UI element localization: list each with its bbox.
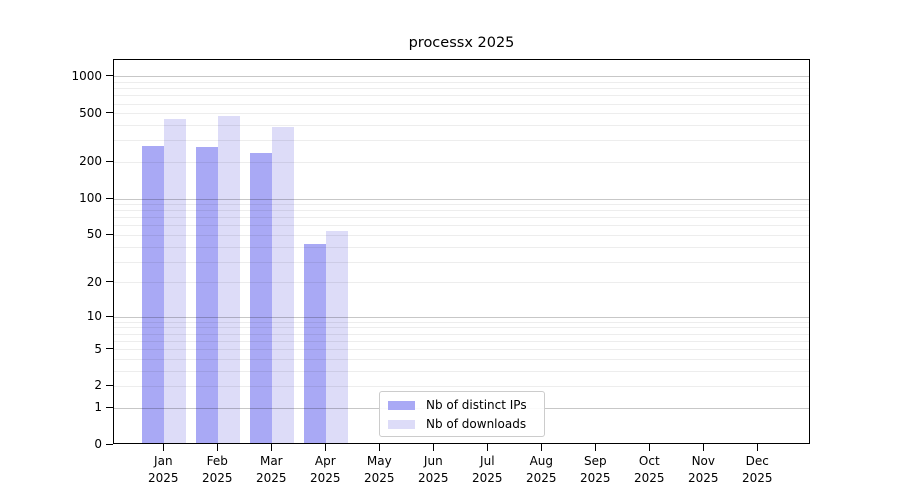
- y-tick-mark: [106, 348, 113, 349]
- minor-gridline: [114, 161, 809, 163]
- bar-series1-apr: [326, 231, 349, 443]
- minor-gridline: [114, 261, 809, 263]
- minor-gridline: [114, 204, 809, 206]
- y-tick-label: 10: [86, 309, 102, 324]
- y-tick-mark: [106, 281, 113, 283]
- y-tick-label: 5: [94, 341, 102, 356]
- minor-gridline: [114, 210, 809, 212]
- x-tick-label: Feb 2025: [202, 454, 233, 485]
- minor-gridline: [114, 321, 809, 323]
- minor-gridline: [114, 113, 809, 115]
- y-tick-label: 0: [94, 437, 102, 451]
- major-gridline: [114, 316, 809, 318]
- minor-gridline: [114, 125, 809, 126]
- x-tick-label: Dec 2025: [742, 454, 773, 485]
- x-tick-label: Nov 2025: [688, 454, 719, 485]
- y-tick-label: 500: [79, 105, 102, 120]
- bar-series1-mar: [272, 127, 295, 443]
- legend-row: Nb of downloads: [380, 415, 544, 434]
- bar-series0-jan: [142, 146, 165, 443]
- x-tick-mark: [324, 444, 326, 451]
- x-tick-mark: [270, 444, 272, 451]
- bar-series1-jan: [164, 118, 187, 443]
- major-gridline: [114, 198, 809, 200]
- legend-label-0: Nb of distinct IPs: [426, 398, 527, 412]
- minor-gridline: [114, 349, 809, 350]
- x-tick-mark: [540, 444, 542, 451]
- bar-series0-feb: [196, 147, 219, 443]
- y-tick-mark: [106, 406, 113, 408]
- minor-gridline: [114, 340, 809, 342]
- x-tick-label: Aug 2025: [526, 454, 557, 485]
- minor-gridline: [114, 217, 809, 219]
- x-tick-mark: [648, 444, 650, 451]
- minor-gridline: [114, 88, 809, 90]
- y-tick-mark: [106, 443, 113, 445]
- legend-swatch-1: [388, 420, 415, 429]
- x-tick-mark: [756, 444, 758, 451]
- y-tick-label: 1: [94, 400, 102, 415]
- minor-gridline: [114, 103, 809, 105]
- y-tick-label: 50: [86, 227, 102, 242]
- x-tick-mark: [216, 444, 218, 451]
- y-tick-label: 100: [79, 191, 102, 205]
- minor-gridline: [114, 282, 809, 284]
- legend-swatch-0: [388, 401, 415, 410]
- x-tick-mark: [432, 444, 434, 451]
- minor-gridline: [114, 370, 809, 372]
- x-tick-label: Jun 2025: [418, 454, 449, 485]
- minor-gridline: [114, 358, 809, 360]
- legend-row: Nb of distinct IPs: [380, 396, 544, 415]
- legend-label-1: Nb of downloads: [426, 417, 527, 431]
- minor-gridline: [114, 95, 809, 97]
- x-tick-mark: [162, 444, 164, 451]
- y-tick-label: 200: [79, 154, 102, 169]
- minor-gridline: [114, 246, 809, 248]
- legend: Nb of distinct IPs Nb of downloads: [379, 391, 545, 437]
- minor-gridline: [114, 327, 809, 329]
- y-tick-mark: [106, 384, 113, 386]
- minor-gridline: [114, 385, 809, 387]
- minor-gridline: [114, 234, 809, 236]
- x-tick-label: Jul 2025: [472, 454, 503, 485]
- x-tick-label: Jan 2025: [148, 454, 179, 485]
- x-tick-label: Mar 2025: [256, 454, 287, 485]
- x-tick-mark: [486, 444, 488, 451]
- x-tick-mark: [378, 444, 380, 451]
- y-tick-mark: [106, 197, 113, 199]
- y-tick-mark: [106, 233, 113, 235]
- plot-area: [113, 59, 810, 444]
- x-tick-label: Apr 2025: [310, 454, 341, 485]
- x-tick-mark: [702, 444, 704, 451]
- minor-gridline: [114, 81, 809, 83]
- x-tick-mark: [594, 444, 596, 451]
- minor-gridline: [114, 333, 809, 335]
- bar-series1-feb: [218, 115, 241, 443]
- y-tick-mark: [106, 75, 113, 77]
- x-tick-label: May 2025: [364, 454, 395, 485]
- minor-gridline: [114, 140, 809, 142]
- minor-gridline: [114, 225, 809, 227]
- y-tick-label: 1000: [71, 68, 102, 83]
- y-tick-label: 2: [94, 378, 102, 393]
- bar-series0-apr: [304, 243, 327, 443]
- x-tick-label: Oct 2025: [634, 454, 665, 485]
- y-tick-mark: [106, 112, 113, 114]
- y-tick-mark: [106, 315, 113, 317]
- y-tick-mark: [106, 160, 113, 162]
- chart-title: processx 2025: [408, 35, 515, 51]
- bar-series0-mar: [250, 152, 273, 443]
- major-gridline: [114, 76, 809, 78]
- y-tick-label: 20: [86, 274, 102, 289]
- x-tick-label: Sep 2025: [580, 454, 611, 485]
